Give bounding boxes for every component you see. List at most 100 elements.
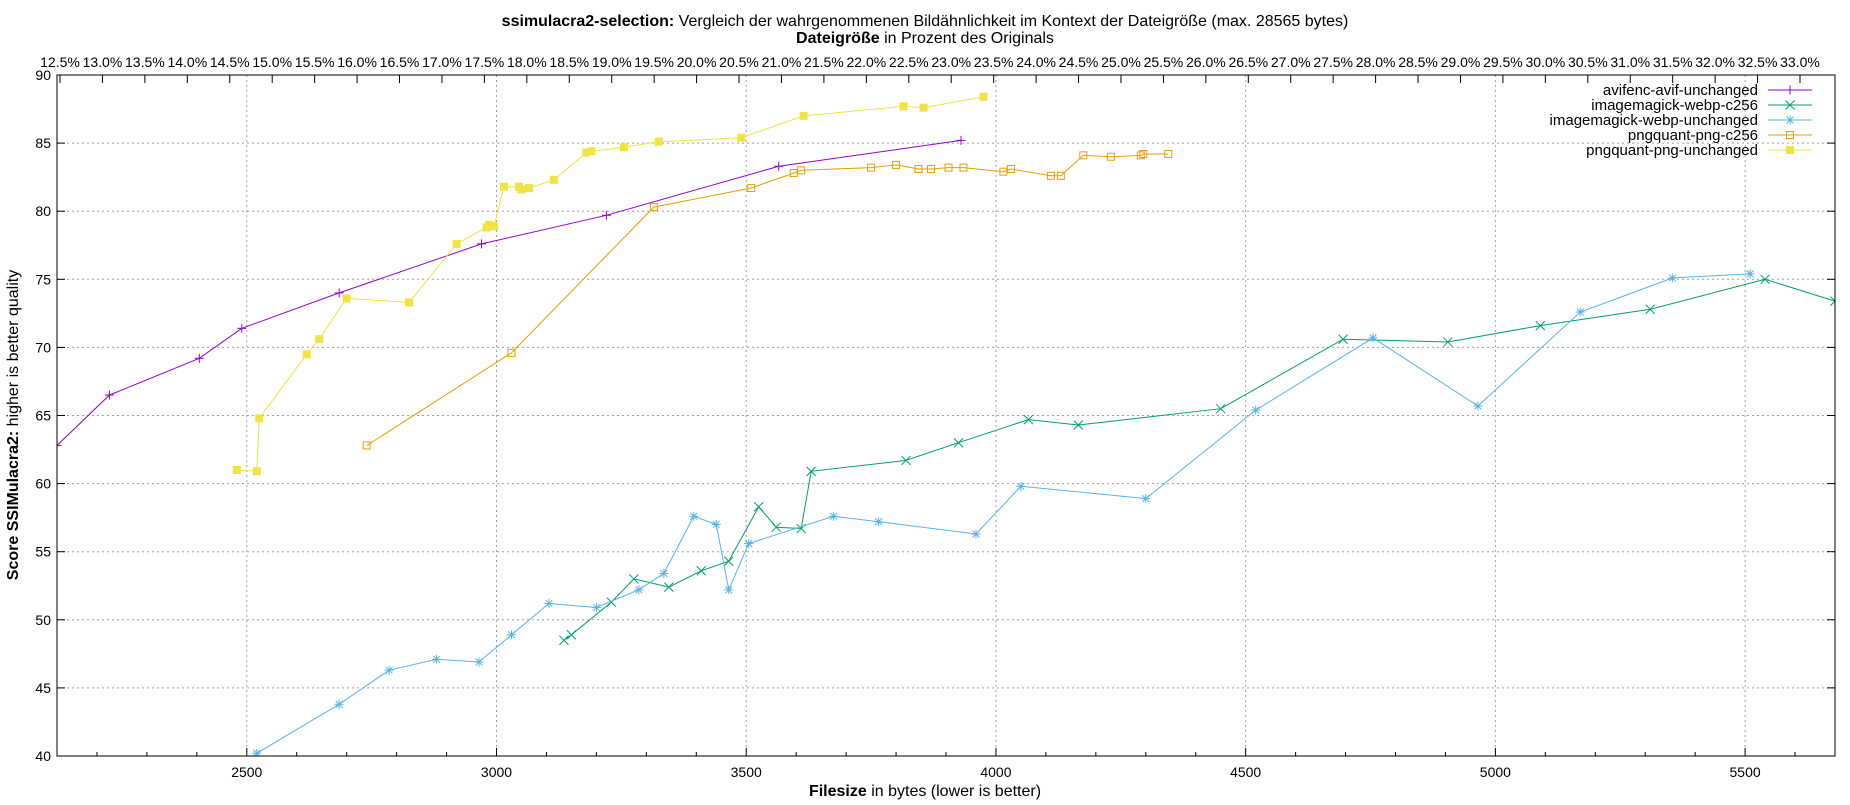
data-point xyxy=(663,582,674,592)
ticks-layer: 40 45 50 55 60 65 70 75 80 85 90 2500 3000 3500 4000 45… xyxy=(35,54,1835,780)
data-point xyxy=(771,522,782,533)
x2-tick-label: 15.0% xyxy=(252,54,292,70)
x-axis-label-rest: in bytes (lower is better) xyxy=(867,783,1041,800)
data-point xyxy=(899,102,908,111)
grid-layer xyxy=(57,75,1835,756)
x2-tick-label: 20.5% xyxy=(719,54,759,70)
chart-title-rest: Vergleich der wahrgenommenen Bildähnlich… xyxy=(674,13,1348,30)
data-point xyxy=(1645,304,1656,315)
data-point xyxy=(1056,171,1065,180)
x-tick-label: 5000 xyxy=(1480,764,1511,780)
data-point xyxy=(232,465,241,474)
data-point xyxy=(601,210,611,220)
x2-tick-label: 22.5% xyxy=(889,54,929,70)
data-point xyxy=(696,565,707,576)
data-point xyxy=(1338,334,1348,345)
x-tick-label: 2500 xyxy=(231,764,262,780)
series-imagemagick-webp-c256 xyxy=(559,274,1835,646)
x2-tick-label: 20.0% xyxy=(677,54,717,70)
data-point xyxy=(474,657,484,667)
data-point xyxy=(1215,403,1226,414)
data-point xyxy=(362,441,371,450)
legend-marker xyxy=(1785,85,1795,95)
legend-label: imagemagick-webp-unchanged xyxy=(1550,112,1758,129)
data-point xyxy=(587,147,596,156)
data-point xyxy=(874,517,884,527)
data-point xyxy=(649,203,658,212)
y-tick-label: 70 xyxy=(35,339,51,355)
x2-axis-label-bold: Dateigröße xyxy=(796,30,880,47)
data-point xyxy=(1023,414,1034,425)
data-point xyxy=(591,603,601,613)
data-point xyxy=(57,440,62,450)
data-point xyxy=(255,414,264,423)
legend-label: pngquant-png-c256 xyxy=(1628,127,1758,144)
data-point xyxy=(405,298,414,307)
x-tick-label: 5500 xyxy=(1730,764,1761,780)
legend-label: imagemagick-webp-c256 xyxy=(1591,97,1758,114)
y-tick-label: 50 xyxy=(35,612,51,628)
x2-tick-label: 19.0% xyxy=(592,54,632,70)
series-avifenc-avif-unchanged xyxy=(57,135,966,450)
data-point xyxy=(342,294,351,303)
x2-tick-label: 13.5% xyxy=(125,54,165,70)
x2-tick-label: 13.0% xyxy=(83,54,123,70)
y-axis-label-rest: higher is better quality xyxy=(5,270,22,431)
data-point xyxy=(432,654,442,664)
data-point xyxy=(1760,274,1770,285)
y-tick-label: 85 xyxy=(35,135,51,151)
chart-title: ssimulacra2-selection: Vergleich der wah… xyxy=(502,13,1349,30)
y-tick-label: 45 xyxy=(35,680,51,696)
y-tick-label: 75 xyxy=(35,271,51,287)
data-point xyxy=(1106,152,1115,161)
x2-tick-label: 32.0% xyxy=(1695,54,1735,70)
chart-title-bold: ssimulacra2-selection: xyxy=(502,13,675,30)
data-point xyxy=(104,390,114,400)
data-point xyxy=(724,585,734,595)
x2-tick-label: 21.5% xyxy=(804,54,844,70)
data-point xyxy=(1473,401,1483,411)
x-tick-label: 4000 xyxy=(980,764,1011,780)
data-point xyxy=(1368,333,1378,343)
data-point xyxy=(1745,269,1755,279)
data-point xyxy=(559,635,569,646)
data-point xyxy=(252,467,261,476)
x2-tick-label: 16.0% xyxy=(337,54,377,70)
plot-frame xyxy=(56,74,1836,757)
data-point xyxy=(747,184,756,193)
data-point xyxy=(384,665,394,675)
data-point xyxy=(892,160,901,169)
data-point xyxy=(959,163,968,172)
data-point xyxy=(723,556,734,567)
x2-tick-label: 26.0% xyxy=(1186,54,1226,70)
x2-tick-label: 14.5% xyxy=(210,54,250,70)
legend-marker xyxy=(1785,115,1795,125)
x2-tick-label: 33.0% xyxy=(1780,54,1820,70)
data-point xyxy=(711,519,721,529)
data-point xyxy=(1016,481,1026,491)
x2-tick-label: 30.5% xyxy=(1568,54,1608,70)
data-point xyxy=(971,529,981,539)
data-point xyxy=(544,598,554,608)
data-point xyxy=(506,630,516,640)
data-point xyxy=(797,166,806,175)
data-point xyxy=(659,568,669,578)
data-point xyxy=(237,323,247,333)
data-point xyxy=(1251,405,1261,415)
series-line xyxy=(256,273,1751,754)
x-tick-label: 3000 xyxy=(481,764,512,780)
x2-tick-label: 17.5% xyxy=(465,54,505,70)
x2-axis-label-rest: in Prozent des Originals xyxy=(880,30,1054,47)
x-axis-label: Filesize in bytes (lower is better) xyxy=(809,783,1041,800)
legend-marker xyxy=(1786,146,1794,154)
x2-tick-label: 18.0% xyxy=(507,54,547,70)
data-point xyxy=(1164,149,1173,158)
legend-marker xyxy=(1785,100,1795,110)
series-imagemagick-webp-unchanged xyxy=(252,269,1755,756)
data-point xyxy=(507,348,516,357)
data-point xyxy=(452,239,461,248)
legend-marker xyxy=(1786,131,1794,139)
x2-tick-label: 27.5% xyxy=(1313,54,1353,70)
x-axis-label-bold: Filesize xyxy=(809,783,867,800)
